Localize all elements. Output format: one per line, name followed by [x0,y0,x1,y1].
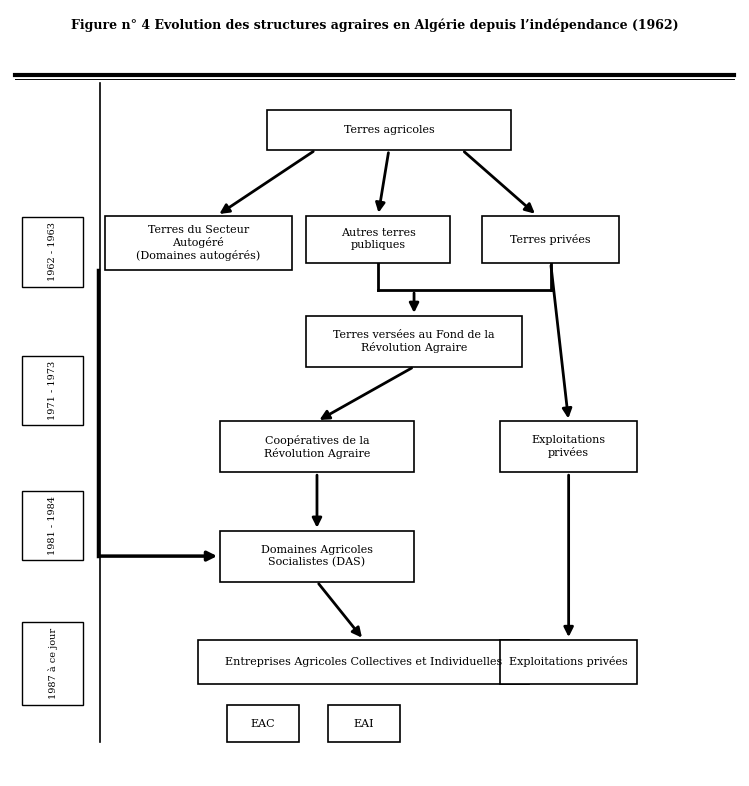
FancyBboxPatch shape [227,706,299,742]
Text: Exploitations privées: Exploitations privées [509,656,628,667]
FancyBboxPatch shape [198,640,529,684]
Text: Terres versées au Fond de la
Révolution Agraire: Terres versées au Fond de la Révolution … [333,330,495,353]
Text: Exploitations
privées: Exploitations privées [532,435,606,458]
Text: Figure n° 4 Evolution des structures agraires en Algérie depuis l’indépendance (: Figure n° 4 Evolution des structures agr… [70,18,679,31]
Text: EAC: EAC [251,718,276,729]
Text: Entreprises Agricoles Collectives et Individuelles: Entreprises Agricoles Collectives et Ind… [225,657,503,667]
Text: Terres agricoles: Terres agricoles [344,125,434,135]
FancyBboxPatch shape [306,215,450,263]
FancyBboxPatch shape [220,421,414,472]
FancyBboxPatch shape [22,356,83,425]
FancyBboxPatch shape [220,531,414,582]
Text: EAI: EAI [354,718,374,729]
FancyBboxPatch shape [22,490,83,560]
FancyBboxPatch shape [500,421,637,472]
Text: Coopératives de la
Révolution Agraire: Coopératives de la Révolution Agraire [264,435,370,459]
FancyBboxPatch shape [22,622,83,706]
Text: Autres terres
publiques: Autres terres publiques [341,229,416,250]
Text: Terres du Secteur
Autogéré
(Domaines autogérés): Terres du Secteur Autogéré (Domaines aut… [136,225,261,261]
Text: 1987 à ce jour: 1987 à ce jour [48,628,58,699]
FancyBboxPatch shape [500,640,637,684]
FancyBboxPatch shape [22,218,83,287]
FancyBboxPatch shape [482,215,619,263]
FancyBboxPatch shape [328,706,400,742]
Text: Domaines Agricoles
Socialistes (DAS): Domaines Agricoles Socialistes (DAS) [261,545,373,567]
Text: Terres privées: Terres privées [510,233,591,244]
FancyBboxPatch shape [267,110,511,150]
Text: 1962 - 1963: 1962 - 1963 [48,222,57,281]
FancyBboxPatch shape [105,215,292,270]
FancyBboxPatch shape [306,316,522,367]
Text: 1971 - 1973: 1971 - 1973 [48,361,57,420]
Text: 1981 - 1984: 1981 - 1984 [48,496,57,555]
